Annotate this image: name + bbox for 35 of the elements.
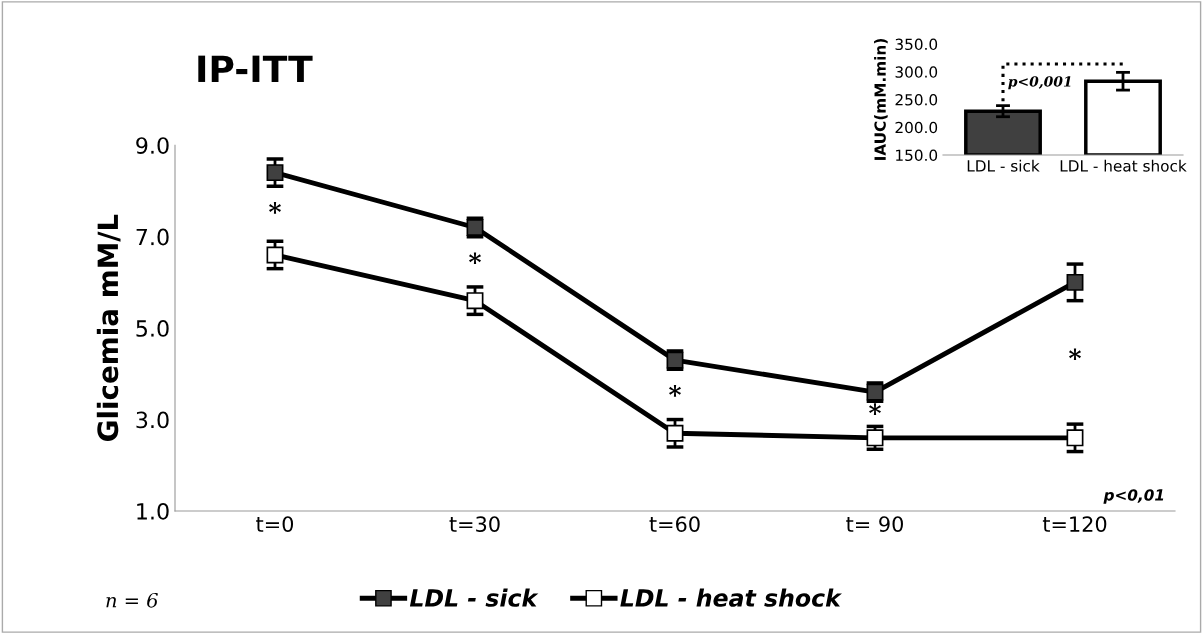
y-tick-label: 250.0	[895, 94, 938, 106]
y-tick-label: 5.0	[136, 320, 169, 337]
annotation: *	[869, 403, 881, 415]
point	[266, 246, 284, 264]
y-axis-title: Glicemia mM/L	[96, 214, 121, 441]
y-tick-label: 300.0	[895, 66, 938, 78]
x-tick-label: t=30	[449, 516, 500, 532]
chart-title: IP-ITT	[198, 55, 313, 82]
y-tick-label: 350.0	[895, 38, 938, 51]
y-tick-label: 200.0	[895, 121, 938, 134]
point	[266, 164, 284, 182]
x-tick-label: t=120	[1042, 516, 1107, 532]
y-tick-label: 7.0	[136, 228, 169, 246]
x-tick-label: t=0	[256, 516, 294, 532]
y-axis-title: IAUC(mM.min)	[874, 39, 888, 160]
legend-label: LDL - heat shock	[620, 588, 842, 607]
y-tick-label: 150.0	[896, 149, 938, 162]
y-tick-label: 9.0	[136, 137, 169, 154]
y-tick-label: 3.0	[136, 411, 169, 429]
legend-label: LDL - sick	[409, 588, 539, 607]
annotation: *	[1069, 348, 1081, 361]
annotation: p<0,01	[1103, 489, 1164, 504]
y-tick-label: 1.0	[137, 502, 169, 520]
point	[1066, 273, 1084, 291]
x-tick-label: t=60	[649, 516, 700, 532]
point	[666, 424, 684, 442]
point	[1066, 429, 1084, 447]
annotation: *	[469, 252, 481, 265]
annotation: *	[669, 385, 681, 397]
x-tick-label: t= 90	[846, 516, 903, 532]
text: n = 6	[106, 592, 158, 608]
annotation: p<0,001	[1008, 76, 1071, 90]
annotation: *	[269, 202, 281, 214]
point	[466, 292, 484, 310]
point	[866, 429, 884, 447]
